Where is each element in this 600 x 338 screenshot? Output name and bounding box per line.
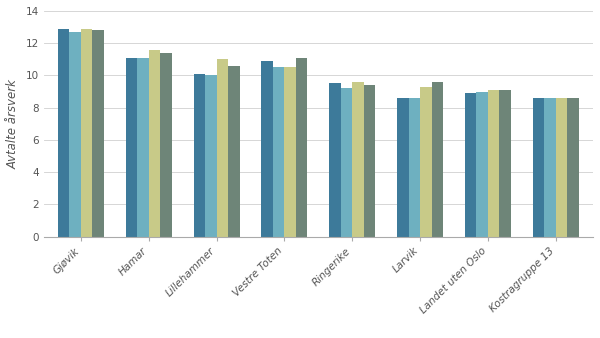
Bar [58, 29, 70, 237]
Legend: 2013, 2014, 2015, 2016: 2013, 2014, 2015, 2016 [218, 337, 419, 338]
Bar [160, 53, 172, 237]
Bar [284, 67, 296, 237]
Bar [205, 75, 217, 237]
Bar [70, 32, 81, 237]
Bar [194, 74, 205, 237]
Bar [341, 88, 352, 237]
Bar [364, 85, 376, 237]
Bar [352, 82, 364, 237]
Bar [409, 98, 420, 237]
Bar [533, 98, 544, 237]
Bar [296, 58, 307, 237]
Bar [81, 29, 92, 237]
Bar [125, 58, 137, 237]
Bar [476, 92, 488, 237]
Bar [397, 98, 409, 237]
Bar [556, 98, 567, 237]
Bar [262, 61, 273, 237]
Bar [431, 82, 443, 237]
Bar [228, 66, 239, 237]
Bar [217, 59, 228, 237]
Bar [329, 83, 341, 237]
Bar [92, 30, 104, 237]
Y-axis label: Avtalte årsverk: Avtalte årsverk [7, 79, 20, 169]
Bar [149, 50, 160, 237]
Bar [488, 90, 499, 237]
Bar [137, 58, 149, 237]
Bar [499, 90, 511, 237]
Bar [273, 67, 284, 237]
Bar [420, 87, 431, 237]
Bar [567, 98, 579, 237]
Bar [544, 98, 556, 237]
Bar [465, 93, 476, 237]
